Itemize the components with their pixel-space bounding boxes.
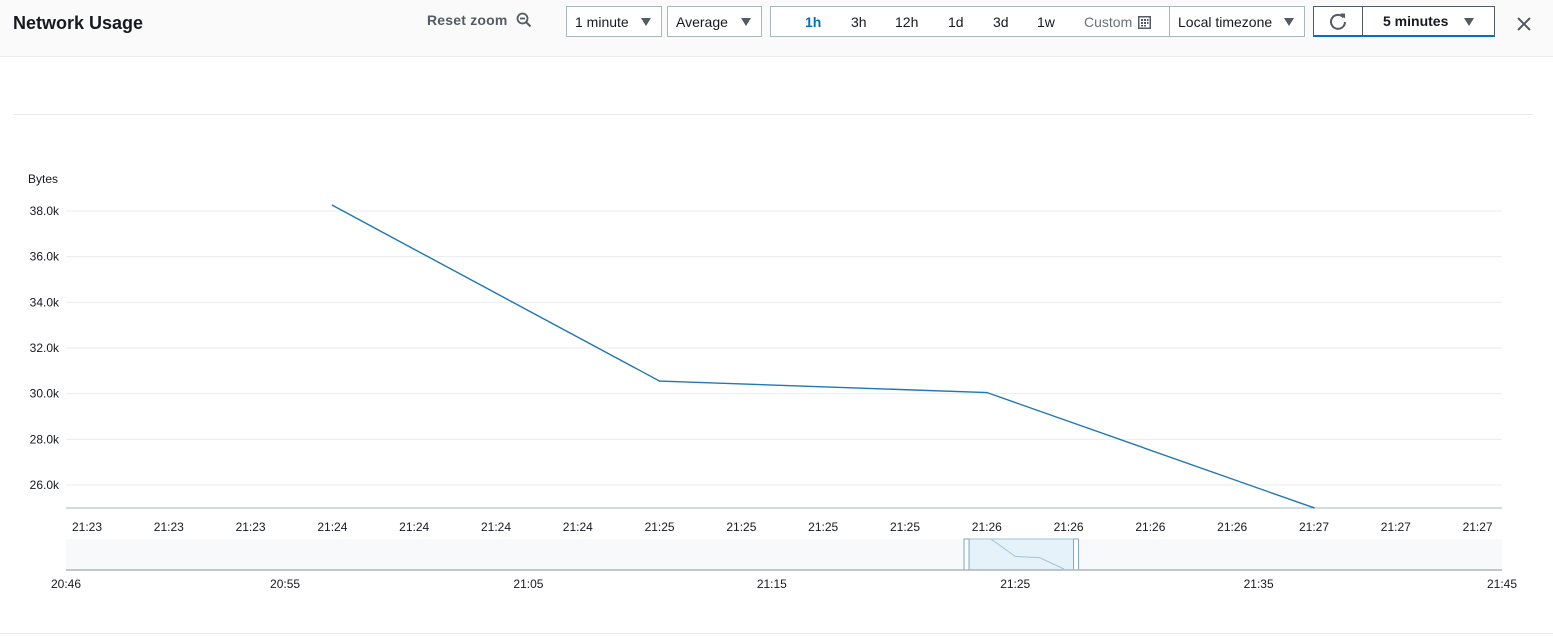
y-tick-label: 30.0k: [30, 387, 60, 401]
navigator-left-handle[interactable]: [963, 538, 970, 571]
reset-zoom-label: Reset zoom: [427, 12, 508, 28]
x-tick-label: 21:23: [72, 520, 102, 534]
data-point: [986, 391, 988, 394]
custom-range-button[interactable]: Custom: [1084, 14, 1152, 30]
y-axis-ticks: 38.0k 36.0k 34.0k 32.0k 30.0k 28.0k 26.0k: [30, 204, 60, 492]
period-select-value: 1 minute: [575, 13, 629, 30]
refresh-button[interactable]: [1313, 6, 1363, 37]
y-tick-label: 28.0k: [30, 432, 60, 446]
custom-range-label: Custom: [1084, 14, 1133, 30]
calendar-icon: [1138, 15, 1152, 29]
x-tick-label: 21:23: [154, 520, 184, 534]
refresh-interval-dropdown[interactable]: 5 minutes: [1363, 6, 1495, 37]
caret-down-icon: [1464, 18, 1474, 26]
data-point: [1313, 507, 1315, 509]
range-12h-button[interactable]: 12h: [895, 14, 919, 30]
x-tick-label: 21:24: [563, 520, 593, 534]
chart-grid: [66, 210, 1502, 486]
y-tick-label: 38.0k: [30, 204, 60, 218]
chart-divider: [13, 114, 1533, 115]
x-tick-label: 21:25: [645, 520, 675, 534]
navigator-x-tick-label: 21:45: [1487, 577, 1517, 591]
x-tick-label: 21:27: [1299, 520, 1329, 534]
time-range-selector: 1h 3h 12h 1d 3d 1w Custom: [770, 6, 1170, 37]
x-tick-label: 21:23: [236, 520, 266, 534]
y-axis-label: Bytes: [28, 172, 58, 186]
range-3h-button[interactable]: 3h: [851, 14, 867, 30]
y-tick-label: 32.0k: [30, 341, 60, 355]
range-navigator[interactable]: 20:46 20:55 21:05 21:15 21:25 21:35 21:45: [51, 538, 1517, 591]
period-select[interactable]: 1 minute: [566, 6, 662, 37]
navigator-selection[interactable]: [966, 538, 1077, 571]
caret-down-icon: [641, 18, 651, 26]
navigator-x-tick-label: 20:46: [51, 577, 81, 591]
bottom-divider: [0, 633, 1553, 634]
navigator-x-tick-label: 21:35: [1244, 577, 1274, 591]
close-icon[interactable]: [1514, 14, 1534, 34]
navigator-background: [66, 539, 1502, 570]
x-tick-label: 21:26: [1054, 520, 1084, 534]
refresh-controls: 5 minutes: [1313, 6, 1495, 37]
x-tick-label: 21:26: [972, 520, 1002, 534]
navigator-x-tick-label: 21:25: [1000, 577, 1030, 591]
range-1h-button[interactable]: 1h: [805, 14, 822, 30]
header-bar: Network Usage Reset zoom 1 minute Averag…: [0, 0, 1553, 57]
zoom-out-icon: [516, 12, 531, 28]
x-tick-label: 21:24: [399, 520, 429, 534]
caret-down-icon: [741, 18, 751, 26]
y-tick-label: 36.0k: [30, 250, 60, 264]
x-tick-label: 21:26: [1217, 520, 1247, 534]
reset-zoom-button[interactable]: Reset zoom: [427, 12, 532, 28]
refresh-interval-value: 5 minutes: [1383, 13, 1449, 29]
navigator-series-line: [990, 538, 1065, 570]
navigator-right-handle[interactable]: [1073, 538, 1080, 571]
x-tick-label: 21:27: [1381, 520, 1411, 534]
x-tick-label: 21:26: [1135, 520, 1165, 534]
x-tick-label: 21:24: [481, 520, 511, 534]
x-tick-label: 21:25: [890, 520, 920, 534]
x-tick-label: 21:25: [808, 520, 838, 534]
range-1w-button[interactable]: 1w: [1037, 14, 1055, 30]
page-title: Network Usage: [13, 13, 144, 33]
x-tick-label: 21:27: [1463, 520, 1493, 534]
statistic-select-value: Average: [676, 13, 728, 30]
data-point: [331, 204, 334, 207]
x-axis-ticks: 21:23 21:23 21:23 21:24 21:24 21:24 21:24 21:25…: [72, 520, 1493, 534]
statistic-select[interactable]: Average: [667, 6, 762, 37]
caret-down-icon: [1284, 18, 1294, 26]
refresh-icon: [1330, 13, 1346, 30]
range-1d-button[interactable]: 1d: [948, 14, 964, 30]
x-tick-label: 21:25: [726, 520, 756, 534]
navigator-x-tick-label: 21:05: [513, 577, 543, 591]
y-tick-label: 26.0k: [30, 478, 60, 492]
y-tick-label: 34.0k: [30, 295, 60, 309]
range-3d-button[interactable]: 3d: [993, 14, 1009, 30]
data-point: [658, 380, 661, 382]
series-line: [332, 204, 1315, 509]
navigator-x-tick-label: 20:55: [270, 577, 300, 591]
navigator-x-tick-label: 21:15: [757, 577, 787, 591]
timezone-select[interactable]: Local timezone: [1169, 6, 1305, 37]
x-tick-label: 21:24: [317, 520, 347, 534]
timezone-select-value: Local timezone: [1178, 13, 1273, 30]
